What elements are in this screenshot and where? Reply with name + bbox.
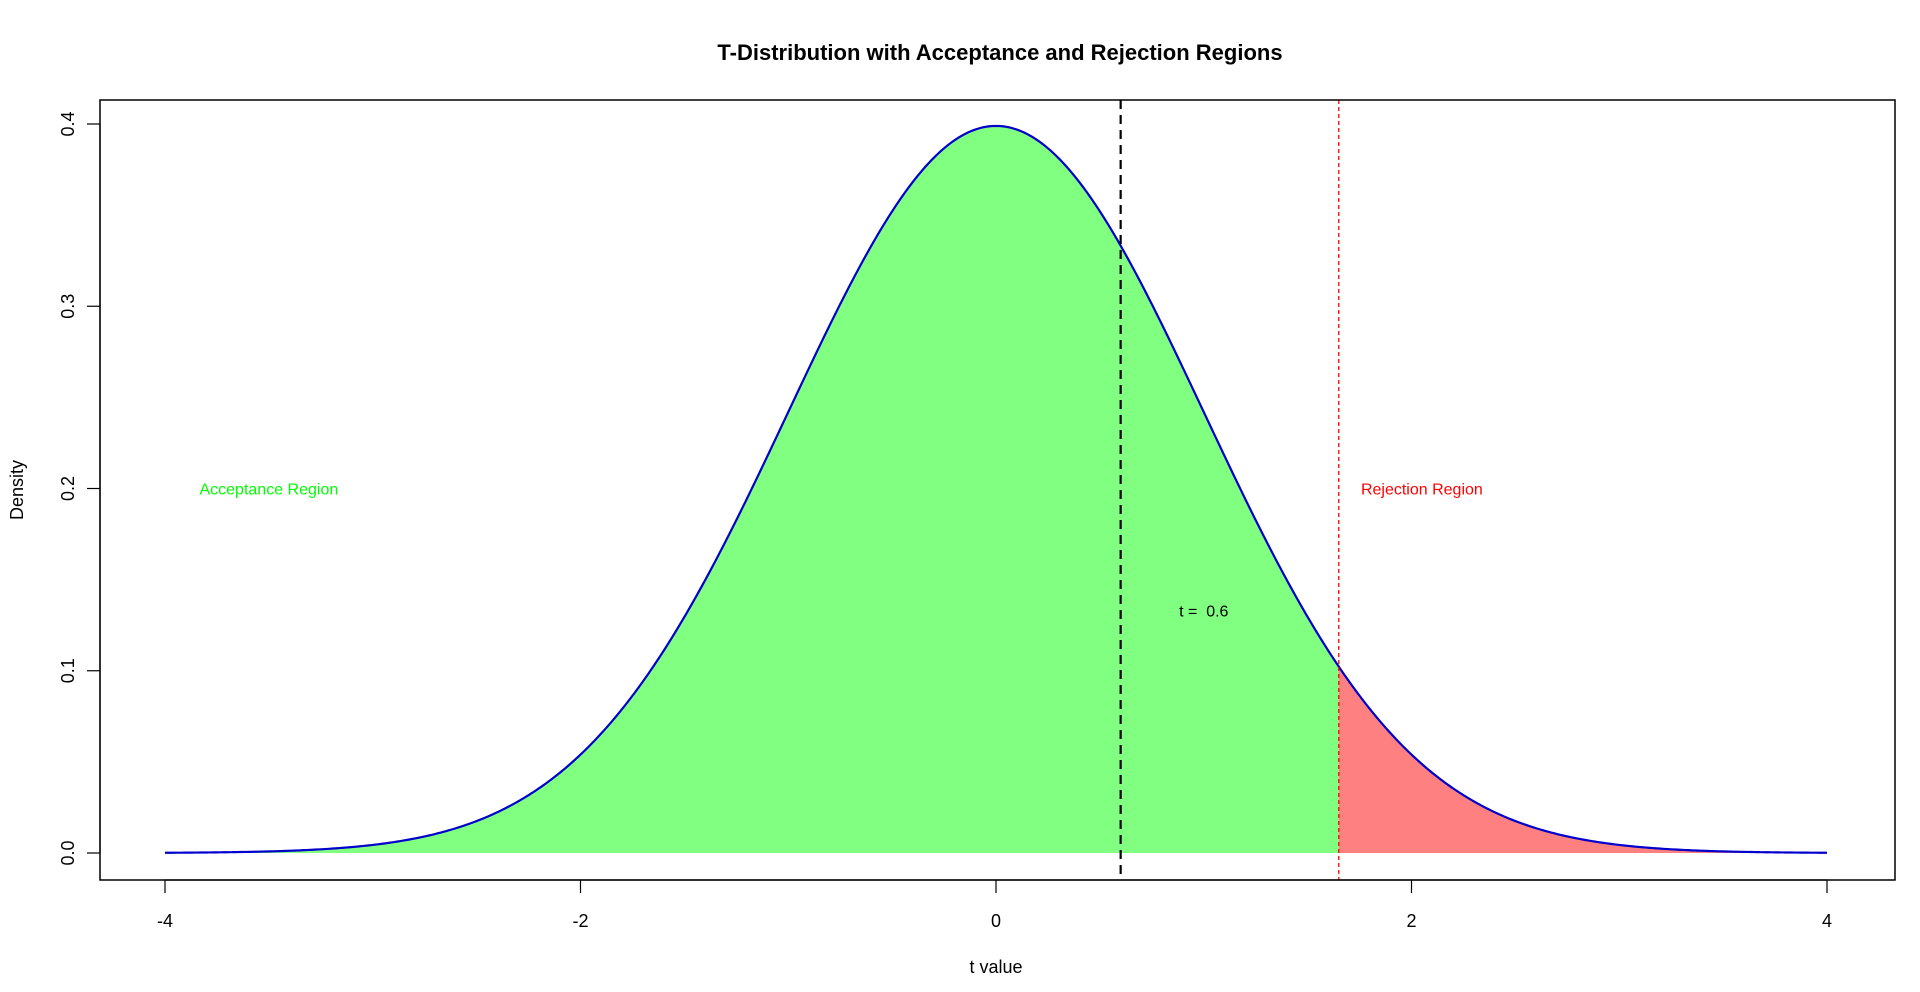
x-tick-label: 0 — [991, 911, 1001, 931]
rejection-region-label: Rejection Region — [1361, 482, 1483, 499]
x-tick-label: 2 — [1406, 911, 1416, 931]
y-tick-label: 0.2 — [58, 476, 78, 501]
x-tick-label: -2 — [572, 911, 588, 931]
y-tick-label: 0.1 — [58, 658, 78, 683]
t-statistic-label: t = 0.6 — [1179, 604, 1228, 621]
x-tick-label: -4 — [157, 911, 173, 931]
acceptance-region-label: Acceptance Region — [199, 482, 338, 499]
y-tick-label: 0.3 — [58, 294, 78, 319]
plot-area — [164, 100, 1828, 880]
y-tick-label: 0.0 — [58, 840, 78, 865]
x-tick-label: 4 — [1822, 911, 1832, 931]
y-axis-label: Density — [7, 460, 27, 520]
y-tick-label: 0.4 — [58, 111, 78, 136]
rejection-region-area — [1338, 666, 1827, 853]
x-axis-label: t value — [969, 957, 1022, 977]
y-axis: 0.0 0.1 0.2 0.3 0.4 — [58, 111, 101, 866]
density-curve — [164, 124, 1828, 854]
x-axis: -4 -2 0 2 4 — [157, 879, 1832, 931]
chart-title: T-Distribution with Acceptance and Rejec… — [717, 40, 1282, 65]
